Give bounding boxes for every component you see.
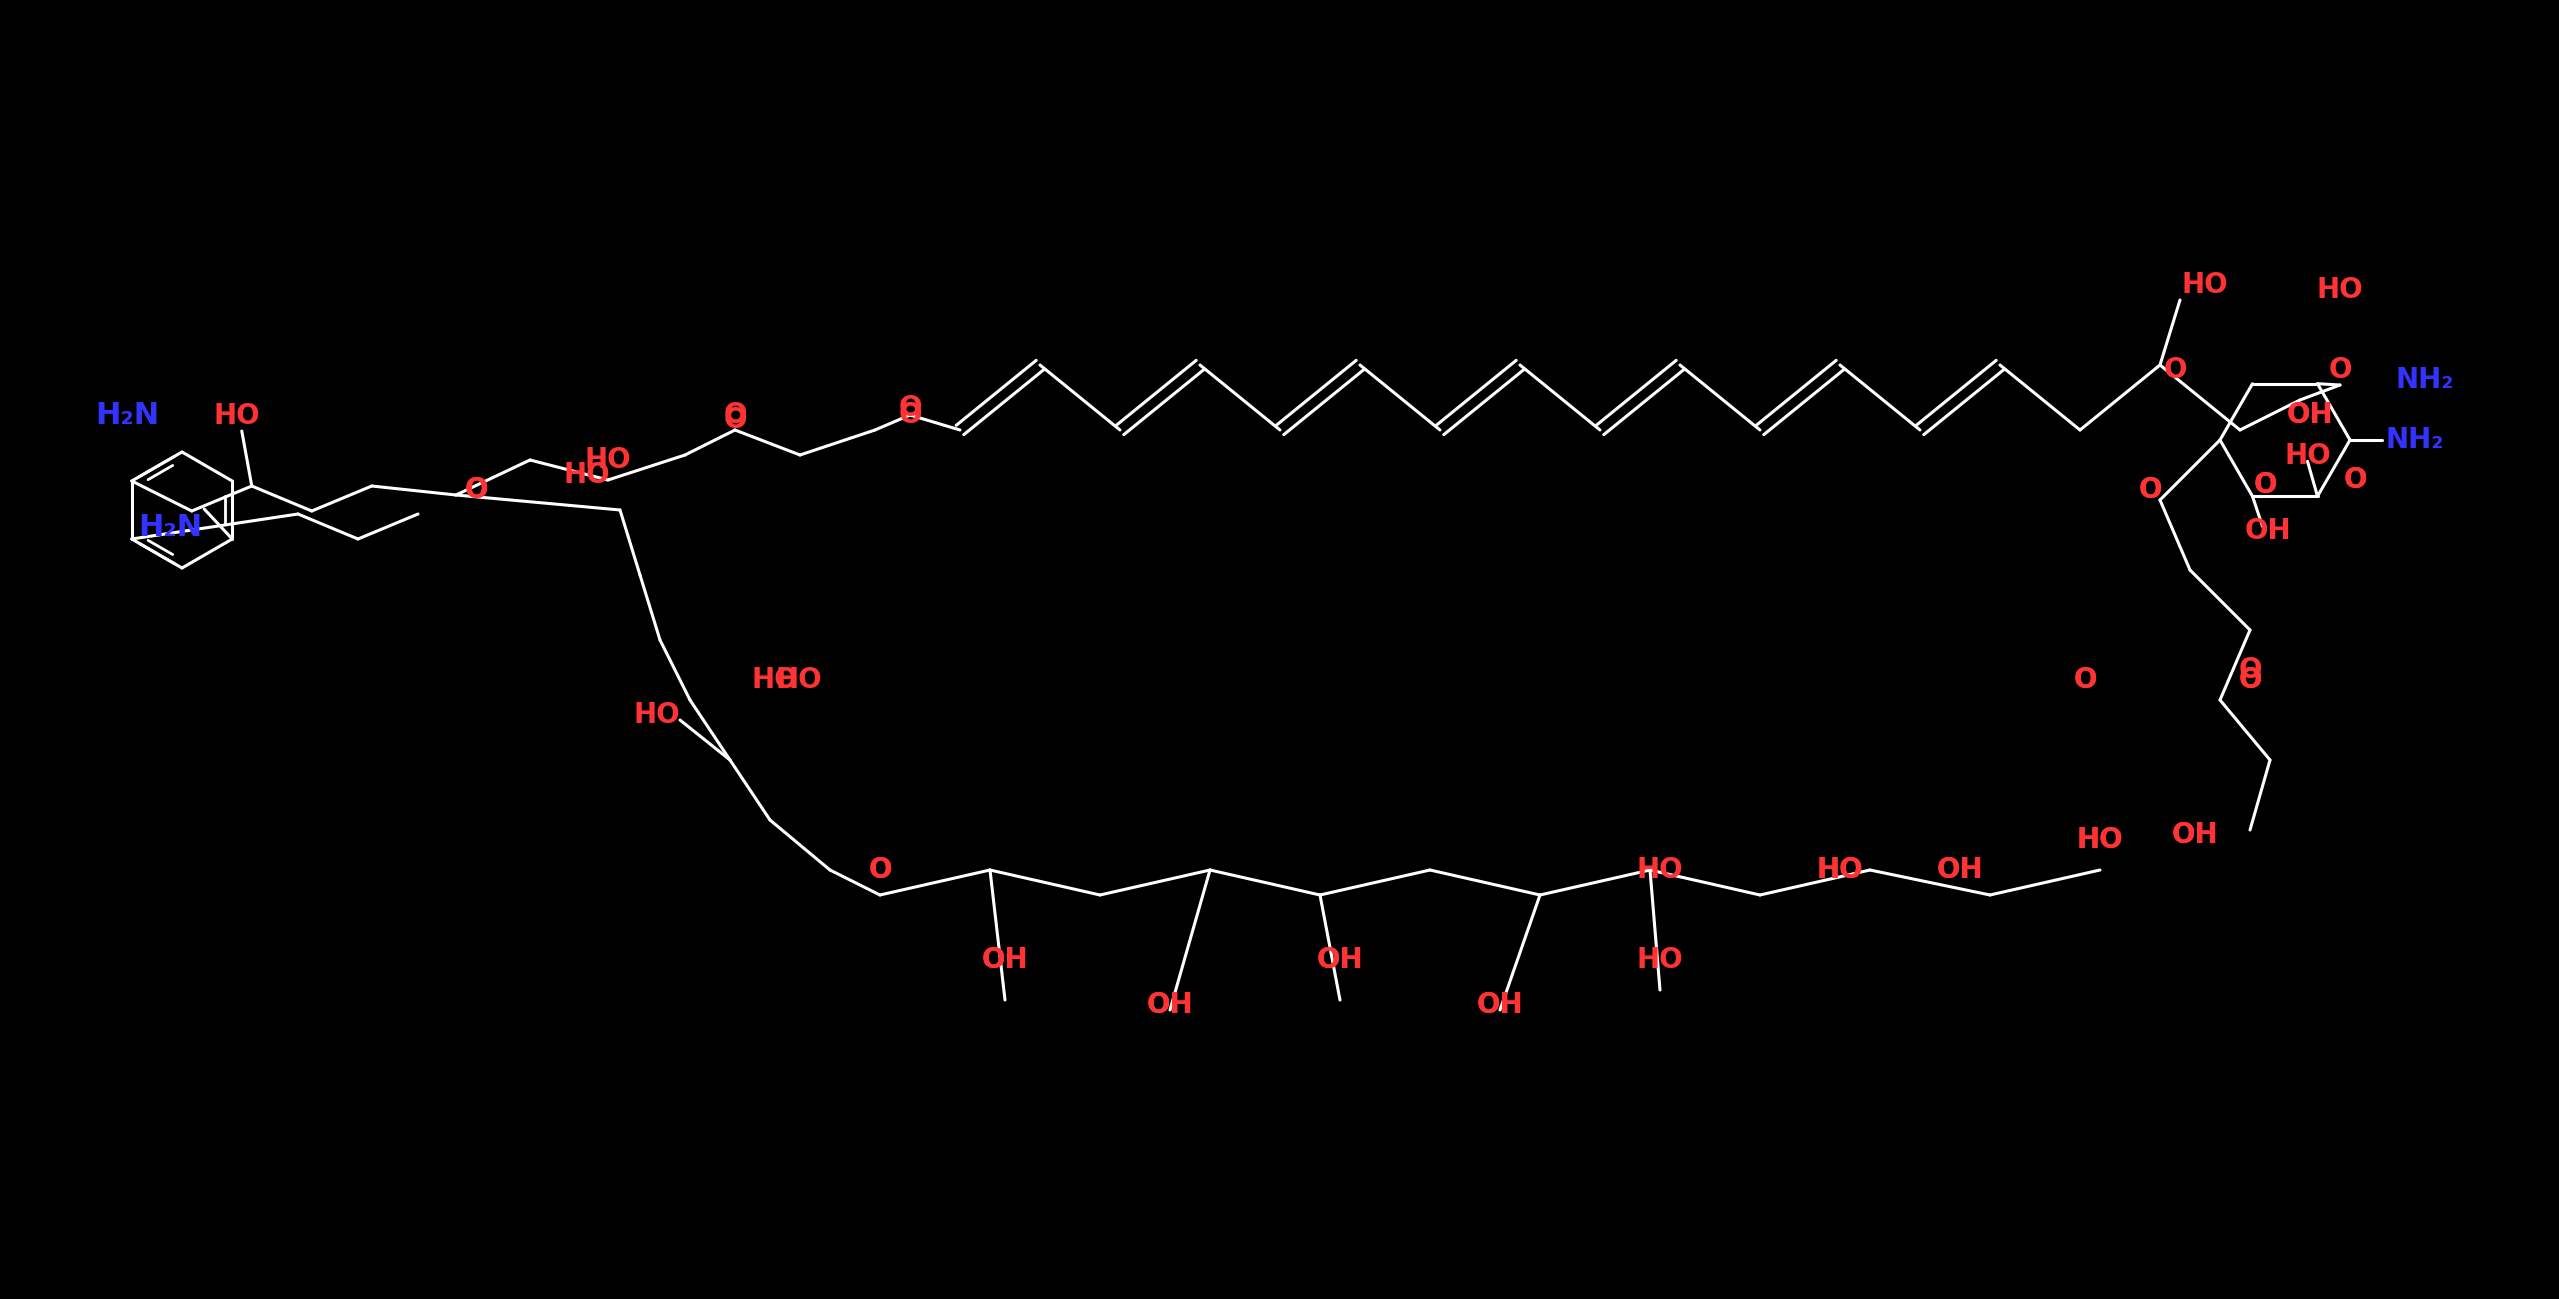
Text: O: O	[2073, 666, 2096, 694]
Text: H₂N: H₂N	[95, 400, 159, 430]
Text: OH: OH	[2288, 401, 2334, 429]
Text: O: O	[2139, 475, 2162, 504]
Text: O: O	[868, 856, 891, 885]
Text: O: O	[2254, 472, 2278, 499]
Text: NH₂: NH₂	[2395, 366, 2454, 394]
Text: O: O	[2239, 666, 2262, 694]
Text: HO: HO	[1817, 856, 1863, 885]
Text: HO: HO	[563, 461, 609, 488]
Text: OH: OH	[1937, 856, 1983, 885]
Text: O: O	[463, 475, 489, 504]
Text: HO: HO	[752, 666, 798, 694]
Text: HO: HO	[2316, 275, 2365, 304]
Text: OH: OH	[2173, 821, 2219, 850]
Text: O: O	[463, 475, 489, 504]
Text: O: O	[2344, 466, 2367, 494]
Text: O: O	[898, 401, 921, 429]
Text: HO: HO	[2285, 442, 2331, 470]
Text: OH: OH	[2244, 517, 2290, 546]
Text: HO: HO	[1638, 946, 1684, 974]
Text: HO: HO	[2078, 826, 2124, 853]
Text: OH: OH	[983, 946, 1029, 974]
Text: HO: HO	[635, 701, 681, 729]
Text: O: O	[2239, 656, 2262, 685]
Text: H₂N: H₂N	[138, 513, 202, 542]
Text: HO: HO	[212, 401, 261, 430]
Text: HO: HO	[2183, 271, 2229, 299]
Text: O: O	[2239, 666, 2262, 694]
Text: O: O	[2073, 666, 2096, 694]
Text: NH₂: NH₂	[2385, 426, 2444, 453]
Text: OH: OH	[983, 946, 1029, 974]
Text: O: O	[2139, 475, 2162, 504]
Text: HO: HO	[583, 446, 632, 474]
Text: O: O	[2344, 466, 2367, 494]
Text: O: O	[724, 401, 747, 429]
Text: O: O	[868, 856, 891, 885]
Text: O: O	[2254, 472, 2278, 499]
Text: OH: OH	[1146, 991, 1192, 1018]
Text: OH: OH	[2288, 401, 2334, 429]
Text: HO: HO	[1638, 856, 1684, 885]
Text: OH: OH	[1477, 991, 1523, 1018]
Text: O: O	[2329, 356, 2352, 385]
Text: OH: OH	[1146, 991, 1192, 1018]
Text: HO: HO	[1817, 856, 1863, 885]
Text: O: O	[2162, 356, 2188, 385]
Text: OH: OH	[2173, 821, 2219, 850]
Text: O: O	[898, 394, 921, 422]
Text: OH: OH	[1318, 946, 1364, 974]
Text: OH: OH	[1937, 856, 1983, 885]
Text: OH: OH	[1318, 946, 1364, 974]
Text: O: O	[724, 407, 747, 434]
Text: HO: HO	[775, 666, 821, 694]
Text: HO: HO	[2078, 826, 2124, 853]
Text: OH: OH	[1477, 991, 1523, 1018]
